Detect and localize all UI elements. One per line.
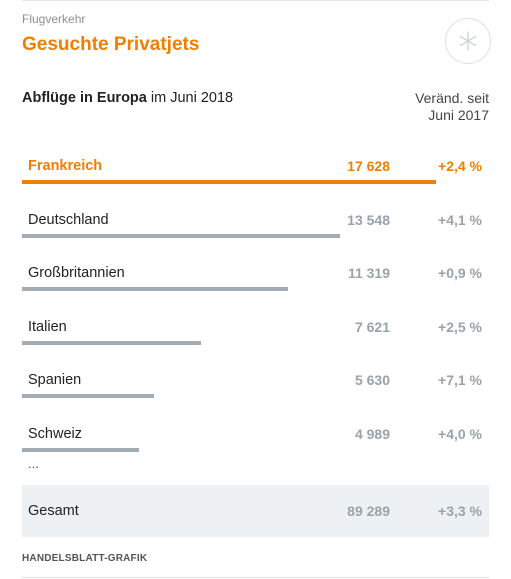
bottom-divider: [22, 577, 489, 578]
row-label: Spanien: [28, 372, 82, 388]
source-credit: HANDELSBLATT-GRAFIK: [22, 553, 148, 564]
row-label: Deutschland: [28, 212, 109, 228]
change-header-line2: Juni 2017: [428, 107, 489, 123]
row-value: 4 989: [354, 426, 390, 442]
total-change: +3,3 %: [438, 503, 482, 519]
total-value: 89 289: [347, 503, 390, 519]
table-row: Deutschland 13 548 +4,1 %: [22, 204, 489, 244]
chart-title: Gesuchte Privatjets: [22, 34, 200, 55]
bar: [22, 287, 288, 291]
subtitle-bold: Abflüge in Europa: [22, 90, 147, 106]
bar: [22, 180, 436, 184]
ellipsis: ...: [28, 456, 39, 471]
row-label: Großbritannien: [28, 265, 125, 281]
table-row: Spanien 5 630 +7,1 %: [22, 364, 489, 404]
table-row: Italien 7 621 +2,5 %: [22, 311, 489, 351]
bar: [22, 234, 340, 238]
row-change: +4,0 %: [438, 426, 482, 442]
bar: [22, 448, 139, 452]
chart-subtitle: Abflüge in Europa im Juni 2018: [22, 90, 233, 106]
row-value: 17 628: [347, 158, 390, 174]
row-change: +2,4 %: [438, 158, 482, 174]
row-value: 11 319: [347, 265, 390, 281]
table-row: Frankreich 17 628 +2,4 %: [22, 150, 489, 190]
row-change: +0,9 %: [438, 265, 482, 281]
row-label: Frankreich: [28, 158, 103, 174]
change-header-line1: Veränd. seit: [415, 90, 489, 106]
bar: [22, 394, 154, 398]
row-change: +7,1 %: [438, 372, 482, 388]
total-row: Gesamt 89 289 +3,3 %: [22, 485, 489, 537]
row-change: +4,1 %: [438, 212, 482, 228]
row-value: 7 621: [354, 319, 390, 335]
row-value: 5 630: [354, 372, 390, 388]
top-divider: [22, 0, 489, 1]
bar: [22, 341, 201, 345]
total-label: Gesamt: [28, 503, 79, 519]
subtitle-rest: im Juni 2018: [146, 90, 234, 106]
asterisk-icon: [445, 18, 491, 64]
kicker: Flugverkehr: [22, 12, 86, 26]
change-column-header: Veränd. seit Juni 2017: [369, 90, 489, 124]
row-label: Schweiz: [28, 426, 82, 442]
row-label: Italien: [28, 319, 67, 335]
row-value: 13 548: [347, 212, 390, 228]
table-row: Schweiz 4 989 +4,0 %: [22, 418, 489, 458]
table-row: Großbritannien 11 319 +0,9 %: [22, 257, 489, 297]
row-change: +2,5 %: [438, 319, 482, 335]
